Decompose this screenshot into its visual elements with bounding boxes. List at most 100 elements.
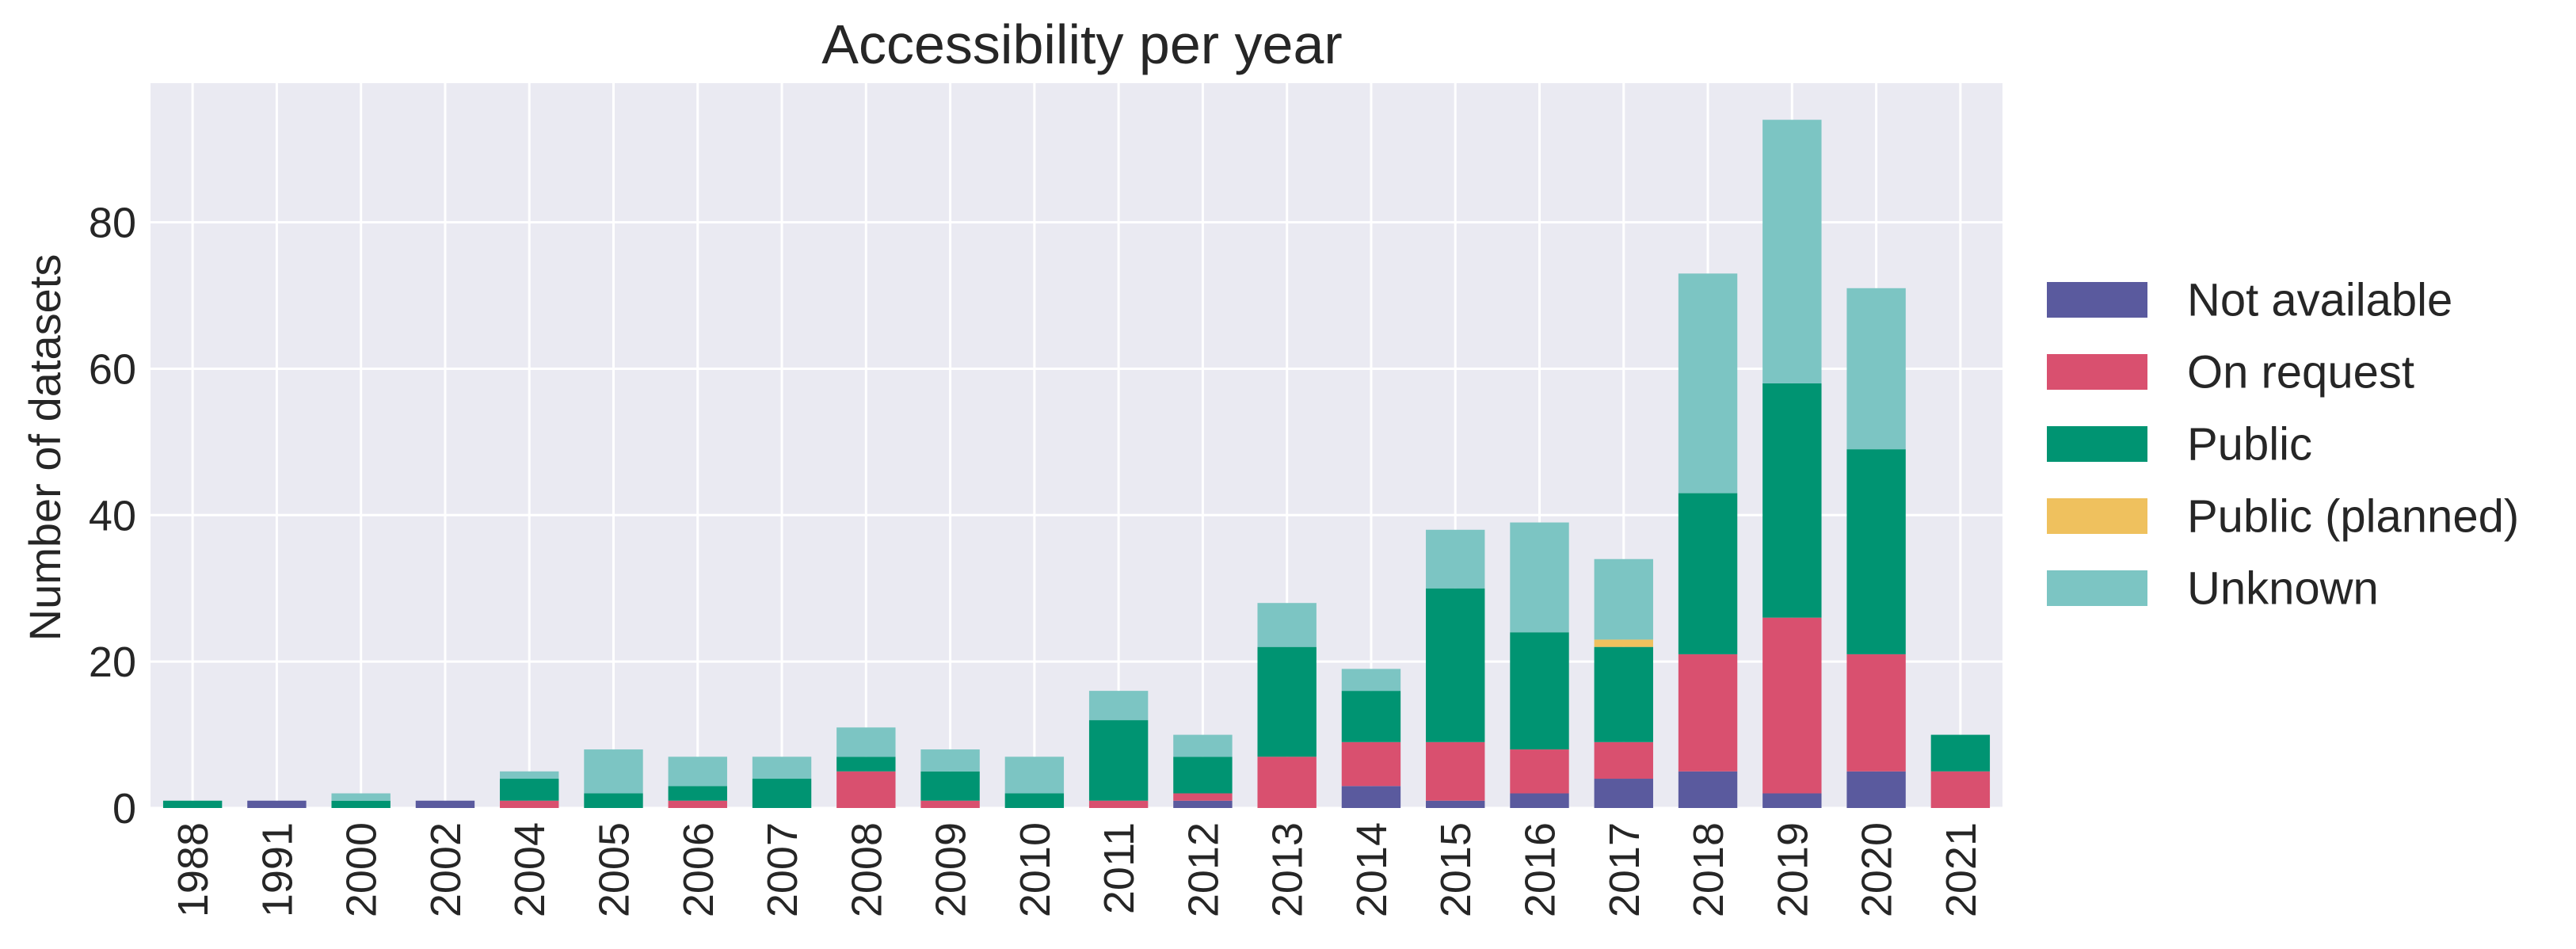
x-tick-label: 2006 (675, 822, 722, 917)
x-tick-label: 2020 (1854, 822, 1901, 917)
bar-segment-unknown-2012 (1173, 734, 1233, 757)
bar-segment-on-request-2006 (668, 800, 727, 808)
x-tick-label: 2014 (1348, 822, 1396, 917)
bar-segment-unknown-2006 (668, 757, 727, 787)
x-tick-label: 1991 (253, 822, 301, 917)
bar-segment-on-request-2009 (920, 800, 980, 808)
bar-segment-public-1988 (162, 800, 223, 808)
x-tick-label: 2018 (1685, 822, 1732, 917)
bar-segment-public-2004 (500, 779, 559, 801)
y-tick-label: 60 (89, 345, 136, 393)
bars (162, 120, 1991, 808)
bar-segment-public-2009 (920, 771, 980, 801)
chart-title: Accessibility per year (821, 13, 1342, 75)
legend-label-public-planned: Public (planned) (2187, 491, 2519, 543)
bar-segment-public-2018 (1678, 493, 1738, 654)
x-tick-label: 2002 (422, 822, 470, 917)
bar-segment-public-2005 (584, 793, 643, 808)
y-tick-label: 20 (89, 638, 136, 686)
bar-segment-public-2015 (1426, 588, 1485, 742)
x-tick-label: 2000 (338, 822, 386, 917)
bar-segment-public-2021 (1930, 734, 1991, 772)
legend-swatch-on-request (2047, 354, 2147, 390)
bar-segment-public-2016 (1510, 632, 1569, 750)
bar-segment-public-2010 (1004, 793, 1065, 808)
bar-segment-public-2020 (1846, 449, 1906, 654)
bar-segment-on-request-2011 (1088, 800, 1149, 808)
bar-segment-not-available-2019 (1762, 793, 1822, 808)
bar-segment-not-available-2015 (1426, 800, 1485, 808)
y-axis-ticks: 0 20 40 60 80 (89, 200, 136, 833)
bar-segment-public-2011 (1088, 720, 1149, 801)
bar-segment-public-2008 (836, 757, 896, 772)
bar-segment-not-available-2014 (1341, 786, 1401, 808)
bar-segment-on-request-2021 (1930, 771, 1991, 808)
bar-segment-public-2012 (1173, 757, 1233, 794)
bar-segment-unknown-2007 (752, 757, 812, 779)
bar-segment-unknown-2011 (1088, 691, 1149, 721)
bar-segment-on-request-2008 (836, 771, 896, 808)
bar-segment-on-request-2019 (1762, 617, 1822, 794)
legend-swatch-public (2047, 426, 2147, 462)
bar-segment-unknown-2008 (836, 727, 896, 757)
bar-segment-unknown-2014 (1341, 669, 1401, 692)
bar-segment-unknown-2004 (500, 771, 559, 779)
legend-swatch-not-available (2047, 282, 2147, 318)
y-axis-label: Number of datasets (20, 254, 70, 642)
bar-segment-unknown-2009 (920, 749, 980, 772)
bar-segment-public-2014 (1341, 691, 1401, 742)
bar-segment-not-available-2020 (1846, 771, 1906, 808)
bar-segment-unknown-2017 (1594, 558, 1653, 640)
x-tick-label: 2012 (1179, 822, 1227, 917)
x-tick-label: 2015 (1432, 822, 1480, 917)
bar-segment-public-2013 (1257, 646, 1317, 757)
bar-segment-unknown-2018 (1678, 273, 1738, 494)
bar-segment-not-available-2017 (1594, 779, 1653, 808)
y-tick-label: 0 (112, 785, 136, 833)
bar-segment-on-request-2013 (1257, 757, 1317, 808)
bar-segment-on-request-2016 (1510, 749, 1569, 794)
bar-segment-public-2006 (668, 786, 727, 801)
bar-segment-unknown-2005 (584, 749, 643, 794)
x-tick-label: 2013 (1264, 822, 1312, 917)
legend-label-on-request: On request (2187, 347, 2414, 398)
bar-segment-unknown-2010 (1004, 757, 1065, 794)
x-tick-label: 2004 (506, 822, 554, 917)
bar-segment-unknown-2015 (1426, 529, 1485, 589)
bar-segment-unknown-2019 (1762, 120, 1822, 383)
bar-segment-on-request-2004 (500, 800, 559, 808)
bar-segment-unknown-2000 (331, 793, 391, 801)
bar-segment-not-available-2016 (1510, 793, 1569, 808)
bar-segment-not-available-1991 (247, 800, 307, 808)
bar-segment-on-request-2020 (1846, 654, 1906, 772)
x-tick-label: 2011 (1096, 822, 1143, 914)
legend-label-public: Public (2187, 419, 2312, 471)
bar-segment-not-available-2002 (415, 800, 475, 808)
bar-segment-unknown-2020 (1846, 288, 1906, 450)
bar-segment-unknown-2016 (1510, 522, 1569, 633)
bar-segment-not-available-2018 (1678, 771, 1738, 808)
bar-segment-on-request-2015 (1426, 741, 1485, 801)
bar-segment-on-request-2012 (1173, 793, 1233, 801)
legend-swatch-unknown (2047, 570, 2147, 606)
y-tick-label: 80 (89, 200, 136, 247)
x-tick-label: 2019 (1769, 822, 1816, 917)
legend-label-not-available: Not available (2187, 275, 2452, 326)
x-tick-label: 2008 (843, 822, 890, 917)
x-tick-label: 2005 (591, 822, 638, 917)
bar-segment-public-2000 (331, 800, 391, 808)
x-axis-ticks: 1988 1991 2000 2002 2004 2005 2006 2007 2008 2009… (170, 822, 1985, 917)
bar-segment-unknown-2013 (1257, 603, 1317, 647)
x-tick-label: 2017 (1601, 822, 1648, 917)
x-tick-label: 1988 (170, 822, 217, 917)
bar-segment-public-planned-2017 (1594, 639, 1653, 647)
x-tick-label: 2021 (1938, 822, 1985, 917)
legend: Not available On request Public Public (pla… (2047, 275, 2519, 615)
bar-segment-public-2007 (752, 779, 812, 808)
legend-swatch-public-planned (2047, 498, 2147, 534)
bar-segment-on-request-2014 (1341, 741, 1401, 787)
x-tick-label: 2016 (1517, 822, 1564, 917)
x-tick-label: 2009 (928, 822, 975, 917)
bar-segment-on-request-2018 (1678, 654, 1738, 772)
